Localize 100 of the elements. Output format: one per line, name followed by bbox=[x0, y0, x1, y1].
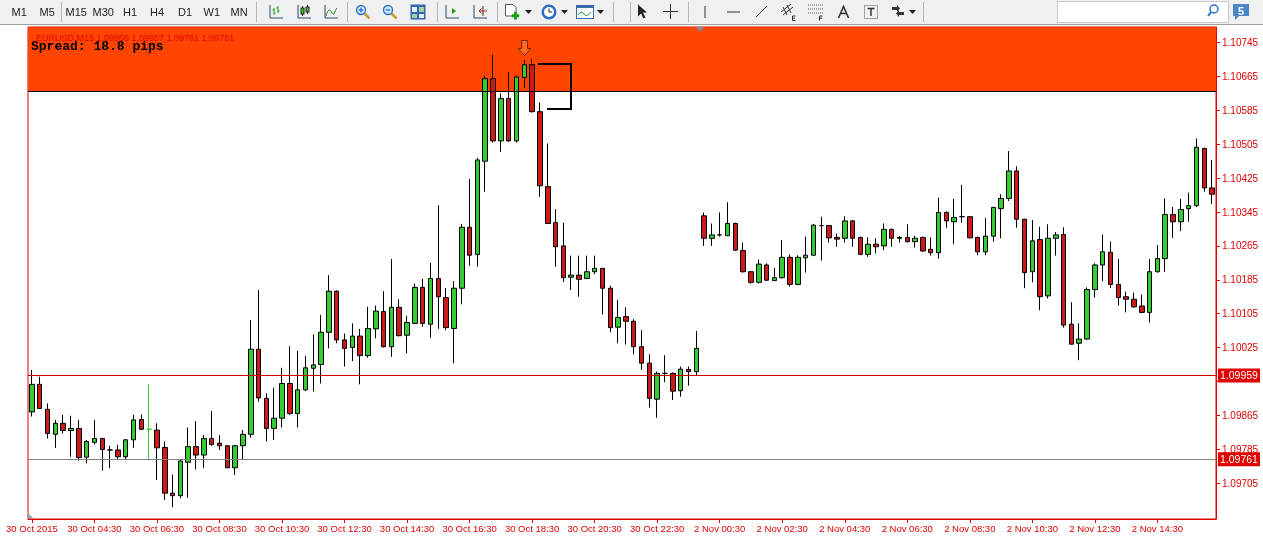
candlestick bbox=[1194, 137, 1199, 208]
candlestick bbox=[756, 258, 762, 285]
y-tick-label: 1.10505 bbox=[1222, 138, 1259, 150]
candlestick bbox=[248, 319, 254, 439]
candlestick bbox=[623, 306, 629, 346]
candlestick bbox=[1030, 219, 1035, 283]
candlestick bbox=[740, 242, 746, 274]
candlestick bbox=[45, 402, 50, 440]
candlestick bbox=[1069, 301, 1074, 346]
candlestick bbox=[733, 222, 738, 252]
candlestick bbox=[858, 236, 863, 256]
candlestick bbox=[1162, 197, 1168, 273]
candlestick bbox=[889, 228, 894, 248]
candlestick bbox=[29, 369, 35, 418]
candlestick bbox=[264, 392, 269, 443]
candlestick bbox=[662, 354, 668, 383]
text: H1 bbox=[123, 5, 138, 19]
x-tick-label: 30 Oct 16:30 bbox=[442, 522, 497, 534]
candlestick bbox=[107, 445, 113, 469]
text: W1 bbox=[203, 5, 220, 19]
candlestick bbox=[959, 184, 965, 224]
candlestick bbox=[240, 429, 246, 461]
candlestick bbox=[389, 258, 394, 358]
text: D1 bbox=[178, 5, 193, 19]
x-tick-label: 30 Oct 12:30 bbox=[317, 522, 372, 534]
x-tick-label: 2 Nov 14:30 bbox=[1131, 522, 1183, 534]
candlestick bbox=[209, 410, 214, 447]
candlestick bbox=[162, 441, 168, 501]
candlestick bbox=[475, 157, 480, 268]
candlestick bbox=[318, 314, 324, 385]
candlestick bbox=[592, 255, 597, 275]
text: H4 bbox=[150, 5, 165, 19]
candlestick bbox=[561, 222, 566, 283]
candlestick bbox=[951, 198, 957, 245]
candlestick bbox=[1139, 294, 1145, 314]
candlestick bbox=[373, 305, 379, 339]
candlestick bbox=[553, 208, 558, 268]
candlestick bbox=[865, 236, 871, 258]
candlestick bbox=[115, 444, 121, 461]
candlestick bbox=[717, 211, 722, 238]
candlestick bbox=[232, 444, 238, 476]
candlestick bbox=[1100, 233, 1105, 282]
y-tick-label: 1.10265 bbox=[1222, 240, 1259, 252]
y-tick-label: 1.09705 bbox=[1222, 477, 1259, 489]
candlestick bbox=[795, 254, 801, 286]
x-tick-label: 30 Oct 20:30 bbox=[567, 522, 622, 534]
candlestick bbox=[334, 289, 339, 344]
candlestick bbox=[420, 278, 425, 328]
candlestick bbox=[850, 219, 855, 248]
candlestick bbox=[568, 255, 574, 291]
candlestick bbox=[404, 315, 410, 354]
candlestick bbox=[357, 328, 363, 385]
candlestick bbox=[897, 235, 902, 244]
candlestick bbox=[381, 290, 386, 349]
candlestick bbox=[983, 217, 988, 256]
candlestick bbox=[178, 459, 183, 499]
candlestick bbox=[975, 236, 980, 256]
x-tick-label: 30 Oct 04:30 bbox=[67, 522, 122, 534]
candlestick bbox=[1037, 226, 1043, 311]
candlestick bbox=[584, 255, 590, 280]
candlestick bbox=[936, 197, 941, 260]
y-tick-label: 1.10745 bbox=[1222, 37, 1259, 49]
x-tick-label: 2 Nov 06:30 bbox=[881, 522, 933, 534]
candlestick bbox=[68, 415, 74, 458]
text: M1 bbox=[11, 5, 27, 19]
candlestick bbox=[1014, 165, 1019, 229]
candlestick bbox=[787, 253, 793, 288]
candlestick bbox=[451, 280, 457, 364]
candlestick bbox=[920, 236, 926, 253]
candlestick bbox=[311, 333, 316, 393]
candlestick bbox=[131, 414, 136, 449]
y-tick-label: 1.09785 bbox=[1222, 443, 1259, 455]
candlestick bbox=[873, 237, 879, 255]
x-tick-label: 30 Oct 18:30 bbox=[504, 522, 560, 534]
text: M30 bbox=[92, 5, 114, 19]
candlestick bbox=[1006, 150, 1012, 202]
candlestick bbox=[928, 236, 933, 257]
candlestick bbox=[967, 215, 973, 239]
candlestick bbox=[326, 274, 332, 349]
candlestick bbox=[1045, 223, 1051, 299]
candlestick bbox=[905, 223, 910, 244]
candlestick bbox=[1076, 322, 1082, 361]
candlestick bbox=[436, 204, 441, 330]
candlestick bbox=[811, 223, 816, 257]
candlestick bbox=[193, 420, 199, 470]
candlestick bbox=[998, 193, 1004, 239]
candlestick bbox=[670, 372, 676, 401]
x-tick-label: 30 Oct 22:30 bbox=[629, 522, 685, 534]
candlestick bbox=[764, 262, 769, 282]
text: MN bbox=[230, 5, 248, 19]
candlestick bbox=[834, 233, 840, 248]
x-tick-label: 30 Oct 2015 bbox=[6, 522, 58, 534]
x-tick-label: 2 Nov 08:30 bbox=[944, 522, 996, 534]
candlestick bbox=[725, 201, 730, 237]
x-tick-label: 2 Nov 02:30 bbox=[756, 522, 808, 534]
candlestick bbox=[1131, 291, 1137, 309]
candlestick bbox=[686, 366, 691, 387]
candlestick bbox=[819, 216, 824, 262]
y-tick-label: 1.10105 bbox=[1222, 308, 1259, 320]
candlestick bbox=[694, 330, 699, 377]
